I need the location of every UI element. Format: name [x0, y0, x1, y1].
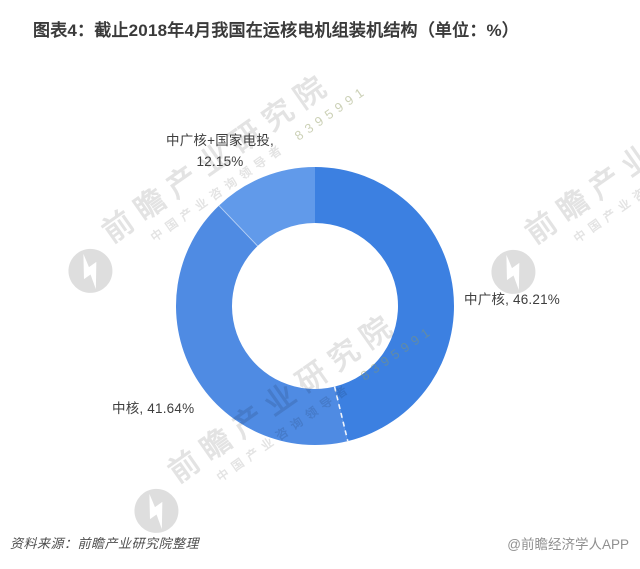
source-note: 资料来源：前瞻产业研究院整理: [10, 536, 200, 551]
slice-separator: [218, 205, 258, 247]
credit-note: @前瞻经济学人APP: [507, 537, 629, 552]
chart-title: 图表4：截止2018年4月我国在运核电机组装机结构（单位：%）: [33, 21, 520, 40]
slice-label-cnnc: 中核, 41.64%: [112, 401, 195, 416]
donut-slice-中广核+国家电投: [218, 167, 315, 247]
slice-label-cgn-spic: 中广核+国家电投, 12.15%: [166, 133, 274, 169]
donut-slice-中核: [175, 205, 348, 446]
slice-separator: [333, 386, 349, 442]
slice-label-cgn: 中广核, 46.21%: [464, 292, 560, 307]
donut-slice-中广核: [315, 167, 455, 442]
